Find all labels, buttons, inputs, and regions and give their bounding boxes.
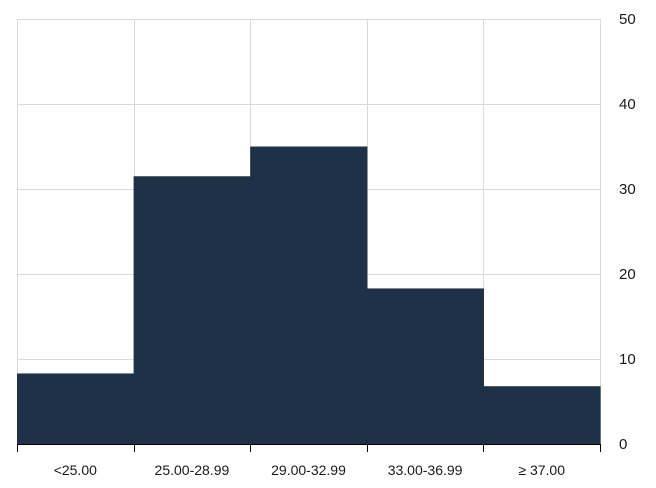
y-tick-label-50: 50 [619,11,636,28]
x-category-label-0: <25.00 [54,462,97,478]
y-tick-label-30: 30 [619,181,636,198]
x-category-label-2: 29.00-32.99 [271,462,346,478]
axes [17,444,601,452]
y-tick-label-0: 0 [619,436,627,453]
y-tick-label-20: 20 [619,266,636,283]
y-tick-label-40: 40 [619,96,636,113]
bar-3 [366,288,484,444]
x-category-label-1: 25.00-28.99 [155,462,230,478]
bars [17,146,601,444]
y-tick-labels: 0 10 20 30 40 50 [619,11,636,453]
bar-1 [133,176,251,444]
bar-4 [483,386,601,444]
x-category-label-3: 33.00-36.99 [388,462,463,478]
bar-0 [17,373,135,444]
x-category-labels: <25.00 25.00-28.99 29.00-32.99 33.00-36.99 ≥… [54,462,566,478]
x-category-label-4: ≥ 37.00 [518,462,565,478]
y-tick-label-10: 10 [619,351,636,368]
bar-2 [250,146,368,444]
